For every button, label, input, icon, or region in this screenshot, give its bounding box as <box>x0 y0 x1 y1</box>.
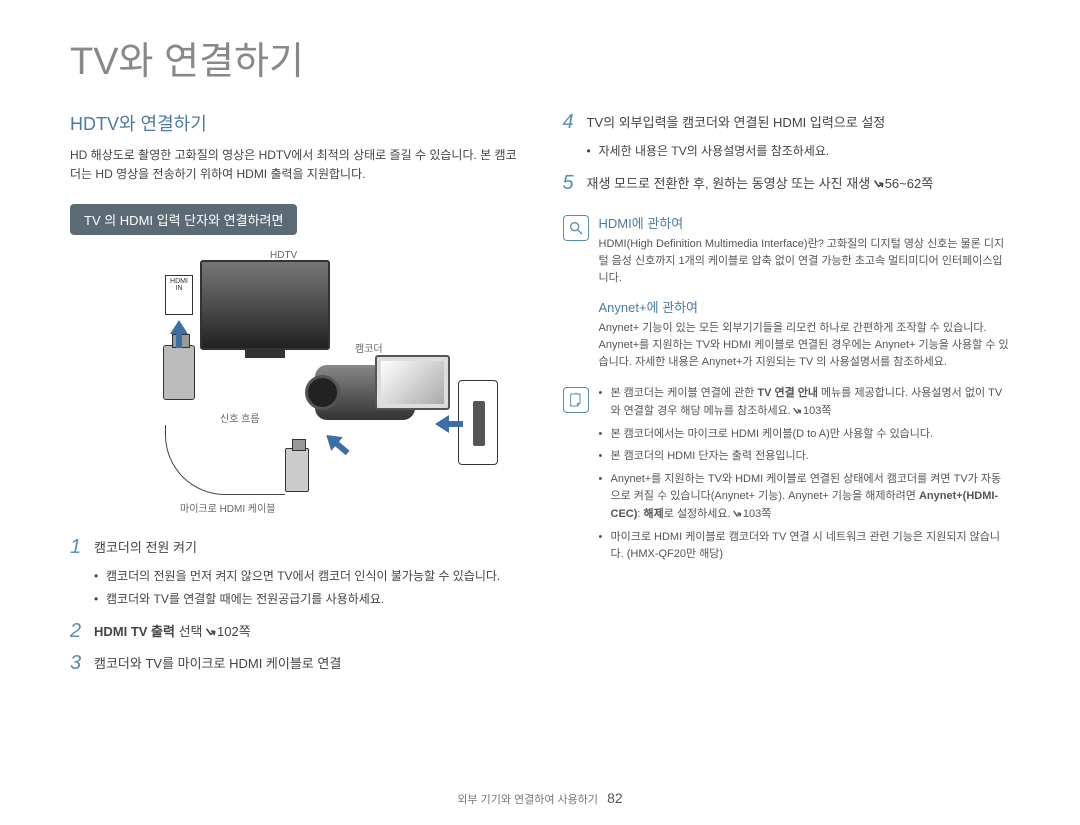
step-text: 재생 모드로 전환한 후, 원하는 동영상 또는 사진 재생 ↲56~62쪽 <box>587 171 934 194</box>
bullet: 캠코더의 전원을 먼저 켜지 않으면 TV에서 캠코더 인식이 불가능할 수 있… <box>94 567 518 586</box>
step-1: 1 캠코더의 전원 켜기 <box>70 535 518 559</box>
cable-icon <box>165 425 285 495</box>
note-item: Anynet+를 지원하는 TV와 HDMI 케이블로 연결된 상태에서 캠코더… <box>599 471 1011 524</box>
page-footer: 외부 기기와 연결하여 사용하기 82 <box>0 790 1080 807</box>
bullet: 자세한 내용은 TV의 사용설명서를 참조하세요. <box>587 142 1011 161</box>
note-item: 마이크로 HDMI 케이블로 캠코더와 TV 연결 시 네트워크 관련 기능은 … <box>599 529 1011 564</box>
note-icon <box>563 387 589 413</box>
step-number: 2 <box>70 619 86 643</box>
notes-list: 본 캠코더는 케이블 연결에 관한 TV 연결 안내 메뉴를 제공합니다. 사용… <box>599 385 1011 563</box>
hdmi-connector-small <box>285 448 309 492</box>
camcorder-icon <box>315 350 455 435</box>
hdmi-connector-large <box>163 345 195 400</box>
note-item: 본 캠코더는 케이블 연결에 관한 TV 연결 안내 메뉴를 제공합니다. 사용… <box>599 385 1011 420</box>
connection-instruction-pill: TV 의 HDMI 입력 단자와 연결하려면 <box>70 204 297 235</box>
signal-flow-label: 신호 흐름 <box>220 410 260 425</box>
step-number: 1 <box>70 535 86 559</box>
step-text: TV의 외부입력을 캠코더와 연결된 HDMI 입력으로 설정 <box>587 110 886 133</box>
camcorder-label: 캠코더 <box>355 340 383 355</box>
step-5: 5 재생 모드로 전환한 후, 원하는 동영상 또는 사진 재생 ↲56~62쪽 <box>563 171 1011 195</box>
step-number: 5 <box>563 171 579 195</box>
notes-block: 본 캠코더는 케이블 연결에 관한 TV 연결 안내 메뉴를 제공합니다. 사용… <box>563 385 1011 568</box>
step-text: 캠코더와 TV를 마이크로 HDMI 케이블로 연결 <box>94 651 341 674</box>
page-title: TV와 연결하기 <box>70 30 1010 85</box>
step-4-bullets: 자세한 내용은 TV의 사용설명서를 참조하세요. <box>563 142 1011 161</box>
hdmi-about-heading: HDMI에 관하여 <box>599 213 1011 232</box>
cable-label: 마이크로 HDMI 케이블 <box>180 500 276 515</box>
step-2: 2 HDMI TV 출력 선택 ↲102쪽 <box>70 619 518 643</box>
hdtv-heading: HDTV와 연결하기 <box>70 110 518 136</box>
bullet: 캠코더와 TV를 연결할 때에는 전원공급기를 사용하세요. <box>94 590 518 609</box>
note-item: 본 캠코더에서는 마이크로 HDMI 케이블(D to A)만 사용할 수 있습… <box>599 426 1011 444</box>
hdmi-info-block: HDMI에 관하여 HDMI(High Definition Multimedi… <box>563 213 1011 371</box>
right-column: 4 TV의 외부입력을 캠코더와 연결된 HDMI 입력으로 설정 자세한 내용… <box>563 110 1011 683</box>
hdmi-in-port: HDMI IN <box>165 275 193 315</box>
hdmi-about-text: HDMI(High Definition Multimedia Interfac… <box>599 236 1011 287</box>
two-column-layout: HDTV와 연결하기 HD 해상도로 촬영한 고화질의 영상은 HDTV에서 최… <box>70 110 1010 683</box>
step-3: 3 캠코더와 TV를 마이크로 HDMI 케이블로 연결 <box>70 651 518 675</box>
step-number: 3 <box>70 651 86 675</box>
step-text: HDMI TV 출력 선택 ↲102쪽 <box>94 619 251 642</box>
anynet-heading: Anynet+에 관하여 <box>599 297 1011 316</box>
step-number: 4 <box>563 110 579 134</box>
anynet-text: Anynet+ 기능이 있는 모든 외부기기들을 리모컨 하나로 간편하게 조작… <box>599 320 1011 371</box>
page-number: 82 <box>607 790 623 806</box>
arrow-up-icon <box>170 320 188 348</box>
step-4: 4 TV의 외부입력을 캠코더와 연결된 HDMI 입력으로 설정 <box>563 110 1011 134</box>
hdtv-icon <box>200 260 330 350</box>
connection-diagram: HDTV HDMI IN 캠코더 신호 흐름 마이크로 HDMI 케이블 <box>70 250 450 520</box>
left-column: HDTV와 연결하기 HD 해상도로 촬영한 고화질의 영상은 HDTV에서 최… <box>70 110 518 683</box>
step-text: 캠코더의 전원 켜기 <box>94 535 197 558</box>
intro-text: HD 해상도로 촬영한 고화질의 영상은 HDTV에서 최적의 상태로 즐길 수… <box>70 146 518 184</box>
note-item: 본 캠코더의 HDMI 단자는 출력 전용입니다. <box>599 448 1011 466</box>
hdtv-stand <box>245 350 285 358</box>
footer-section-text: 외부 기기와 연결하여 사용하기 <box>457 794 598 806</box>
camcorder-side-port <box>458 380 498 465</box>
step-1-bullets: 캠코더의 전원을 먼저 켜지 않으면 TV에서 캠코더 인식이 불가능할 수 있… <box>70 567 518 608</box>
magnify-icon <box>563 215 589 241</box>
arrow-right-icon <box>435 415 463 433</box>
